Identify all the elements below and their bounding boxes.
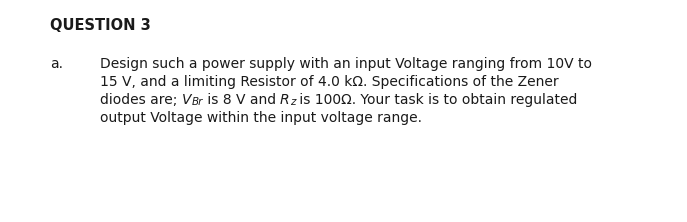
Text: is 8 V and: is 8 V and: [203, 93, 280, 107]
Text: a.: a.: [50, 57, 63, 71]
Text: Br: Br: [191, 97, 203, 107]
Text: R: R: [280, 93, 290, 107]
Text: z: z: [290, 97, 295, 107]
Text: is 100Ω. Your task is to obtain regulated: is 100Ω. Your task is to obtain regulate…: [295, 93, 578, 107]
Text: 15 V, and a limiting Resistor of 4.0 kΩ. Specifications of the Zener: 15 V, and a limiting Resistor of 4.0 kΩ.…: [100, 75, 559, 89]
Text: QUESTION 3: QUESTION 3: [50, 18, 150, 33]
Text: output Voltage within the input voltage range.: output Voltage within the input voltage …: [100, 111, 422, 125]
Text: Design such a power supply with an input Voltage ranging from 10V to: Design such a power supply with an input…: [100, 57, 592, 71]
Text: diodes are;: diodes are;: [100, 93, 182, 107]
Text: V: V: [182, 93, 191, 107]
